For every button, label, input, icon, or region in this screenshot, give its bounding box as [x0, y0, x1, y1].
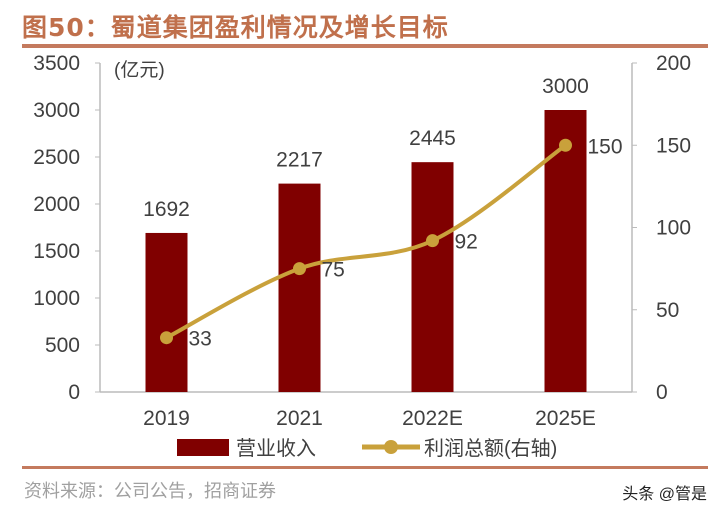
bar-2022E: [411, 162, 454, 392]
bar-value-label: 1692: [143, 198, 190, 221]
bar-value-label: 3000: [542, 75, 589, 98]
bar-2021: [278, 183, 321, 392]
bar-2019: [145, 232, 188, 392]
right-tick-label: 100: [656, 217, 691, 240]
line-value-label: 75: [322, 259, 345, 282]
profit-point-2019: [160, 331, 173, 345]
right-tick-label: 0: [656, 381, 668, 404]
footer-divider: [22, 466, 708, 469]
unit-label: (亿元): [114, 59, 165, 81]
left-tick-label: 3500: [33, 52, 80, 75]
profit-point-2022E: [426, 234, 439, 248]
legend-label-revenue: 营业收入: [236, 437, 316, 460]
left-tick-label: 0: [68, 381, 80, 404]
bar-2025E: [544, 110, 587, 392]
source-note: 资料来源：公司公告，招商证券: [24, 481, 276, 502]
line-value-label: 150: [588, 135, 623, 158]
x-tick-label: 2025E: [535, 407, 596, 430]
legend-swatch-profit-marker: [384, 440, 398, 454]
x-tick-label: 2022E: [402, 407, 463, 430]
line-value-label: 92: [455, 231, 478, 254]
right-tick-label: 150: [656, 134, 691, 157]
bar-value-label: 2217: [276, 149, 323, 172]
bar-value-label: 2445: [409, 127, 456, 150]
right-tick-label: 200: [656, 52, 691, 75]
left-tick-label: 500: [45, 334, 80, 357]
profit-line: [165, 143, 567, 340]
legend-label-profit: 利润总额(右轴): [424, 437, 557, 460]
right-tick-label: 50: [656, 299, 679, 322]
x-tick-label: 2021: [276, 407, 323, 430]
watermark: 头条 @管是: [622, 486, 707, 503]
profit-point-2021: [293, 262, 306, 276]
left-tick-label: 2000: [33, 193, 80, 216]
left-tick-label: 2500: [33, 146, 80, 169]
title-divider: [22, 44, 708, 48]
left-tick-label: 1500: [33, 240, 80, 263]
legend-swatch-revenue: [177, 439, 229, 456]
line-value-label: 33: [189, 328, 212, 351]
profit-point-2025E: [559, 138, 572, 152]
x-tick-label: 2019: [143, 407, 190, 430]
left-tick-label: 3000: [33, 99, 80, 122]
figure-title: 图50：蜀道集团盈利情况及增长目标: [22, 13, 449, 42]
left-tick-label: 1000: [33, 287, 80, 310]
